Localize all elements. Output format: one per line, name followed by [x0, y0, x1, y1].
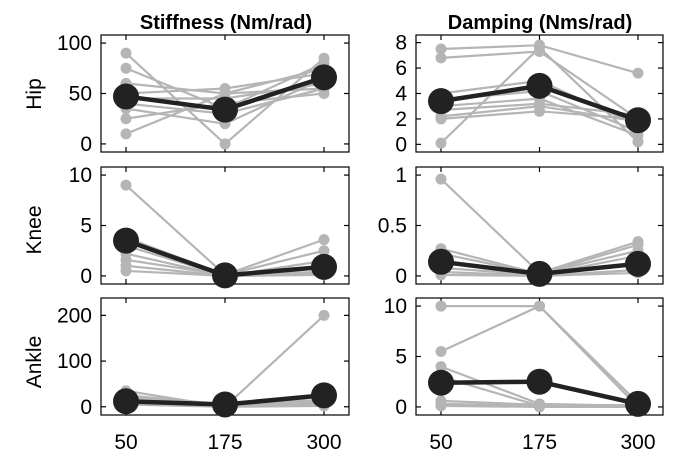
y-tick-label-knee-stiffness: 10 — [69, 164, 92, 187]
mean-point-knee-damping — [428, 248, 454, 275]
subject-point-hip-damping — [435, 113, 447, 125]
panel-ankle-stiffness: 0 100 200 50 175 300 — [57, 297, 350, 454]
y-tick-label-knee-stiffness: 0 — [80, 265, 92, 288]
mean-point-knee-damping — [526, 260, 553, 287]
subject-point-hip-damping — [632, 136, 644, 148]
y-tick-label-knee-damping: 0 — [395, 265, 407, 288]
mean-point-hip-damping — [526, 72, 553, 99]
mean-point-hip-stiffness — [212, 96, 238, 123]
row-label-hip: Hip — [23, 78, 46, 110]
subject-point-ankle-stiffness — [318, 309, 330, 321]
row-label-knee: Knee — [23, 205, 46, 254]
panel-ankle-damping: 0 5 10 50 175 300 — [384, 295, 664, 454]
mean-point-knee-stiffness — [113, 227, 139, 254]
mean-point-ankle-damping — [625, 390, 651, 417]
y-tick-label-hip-damping: 2 — [395, 108, 407, 131]
x-tick-label-ankle-stiffness: 50 — [114, 431, 137, 454]
subject-point-knee-stiffness — [318, 245, 330, 257]
subject-point-hip-stiffness — [120, 62, 132, 74]
subject-point-hip-stiffness — [219, 88, 231, 99]
panel-hip-stiffness: 0 50 100 — [57, 32, 350, 156]
mean-point-knee-stiffness — [212, 262, 238, 289]
subject-point-knee-stiffness — [318, 234, 330, 246]
y-tick-label-ankle-stiffness: 200 — [57, 304, 92, 327]
subject-point-hip-damping — [435, 137, 447, 149]
subject-point-ankle-damping — [534, 300, 545, 312]
mean-point-hip-damping — [625, 107, 651, 134]
y-tick-label-knee-damping: 0.5 — [378, 215, 407, 238]
subject-point-hip-damping — [632, 67, 644, 79]
x-tick-label-ankle-damping: 175 — [522, 431, 557, 454]
y-tick-label-hip-damping: 4 — [395, 83, 407, 106]
mean-point-ankle-damping — [526, 368, 553, 395]
mean-point-knee-stiffness — [311, 253, 337, 280]
mean-point-ankle-stiffness — [113, 388, 139, 415]
x-tick-label-ankle-stiffness: 300 — [306, 431, 341, 454]
x-tick-label-ankle-stiffness: 175 — [207, 431, 242, 454]
subject-point-ankle-damping — [534, 401, 545, 413]
subject-point-ankle-damping — [435, 400, 447, 412]
y-tick-label-ankle-stiffness: 0 — [80, 396, 92, 419]
y-tick-label-hip-stiffness: 50 — [69, 83, 92, 106]
x-tick-label-ankle-damping: 300 — [620, 431, 655, 454]
column-title-stiffness: Stiffness (Nm/rad) — [140, 12, 312, 34]
subject-point-ankle-damping — [435, 300, 447, 312]
panel-frame-ankle-damping — [415, 297, 664, 416]
subject-point-hip-stiffness — [120, 128, 132, 140]
y-tick-label-hip-damping: 0 — [395, 133, 407, 156]
mean-point-ankle-damping — [428, 369, 454, 396]
column-title-damping: Damping (Nms/rad) — [448, 12, 632, 34]
panel-knee-stiffness: 0 5 10 — [69, 164, 350, 289]
subject-point-hip-damping — [435, 52, 447, 64]
y-tick-label-hip-stiffness: 100 — [57, 32, 92, 55]
subject-point-ankle-damping — [435, 345, 447, 357]
y-tick-label-ankle-damping: 10 — [384, 295, 407, 318]
mean-point-hip-stiffness — [113, 83, 139, 110]
row-label-ankle: Ankle — [23, 336, 46, 389]
y-tick-label-knee-damping: 1 — [395, 164, 407, 187]
panel-hip-damping: 024 68 — [395, 32, 664, 156]
subject-point-hip-stiffness — [120, 47, 132, 59]
mean-point-hip-stiffness — [311, 64, 337, 91]
y-tick-label-hip-damping: 6 — [395, 57, 407, 80]
mean-point-ankle-stiffness — [311, 382, 337, 409]
subject-point-hip-stiffness — [219, 138, 231, 150]
y-tick-label-ankle-damping: 5 — [395, 346, 407, 369]
subject-point-ankle-damping — [435, 361, 447, 373]
y-tick-label-ankle-stiffness: 100 — [57, 350, 92, 373]
mean-point-hip-damping — [428, 88, 454, 115]
y-tick-label-hip-stiffness: 0 — [80, 133, 92, 156]
subject-point-knee-damping — [435, 173, 447, 185]
subject-point-hip-stiffness — [120, 113, 132, 125]
mean-point-knee-damping — [625, 250, 651, 277]
subject-point-knee-stiffness — [120, 179, 132, 191]
mean-point-ankle-stiffness — [212, 391, 238, 418]
x-tick-label-ankle-damping: 50 — [429, 431, 452, 454]
panel-knee-damping: 00.51 — [378, 164, 664, 288]
subject-point-hip-damping — [534, 42, 545, 54]
subject-point-hip-damping — [435, 43, 447, 55]
subject-point-hip-damping — [534, 105, 545, 117]
subject-point-knee-stiffness — [120, 265, 132, 277]
y-tick-label-hip-damping: 8 — [395, 32, 407, 55]
y-tick-label-ankle-damping: 0 — [395, 396, 407, 419]
y-tick-label-knee-stiffness: 5 — [80, 215, 92, 238]
